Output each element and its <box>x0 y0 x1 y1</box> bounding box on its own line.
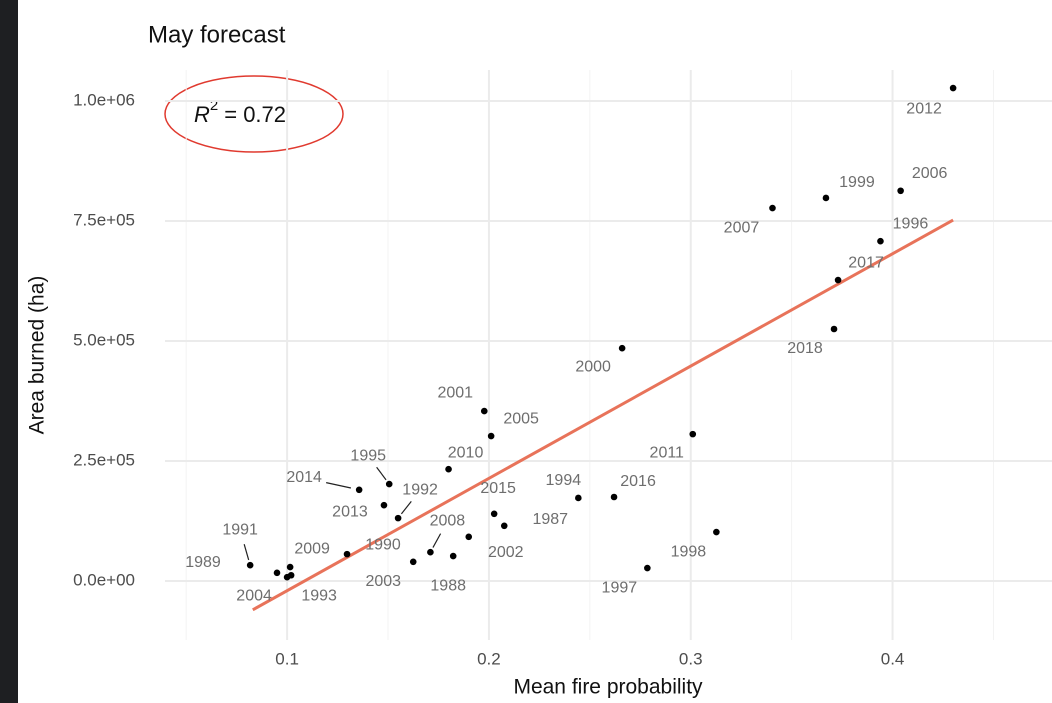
point <box>897 187 904 195</box>
point-label: 1990 <box>365 536 401 553</box>
point-label: 1999 <box>839 174 875 191</box>
point <box>343 550 351 558</box>
chart-title: May forecast <box>148 21 286 48</box>
grid <box>165 70 1052 640</box>
point <box>713 528 720 536</box>
point-label: 1993 <box>301 587 337 604</box>
y-tick-label: 0.0e+00 <box>73 570 135 589</box>
point <box>769 204 776 212</box>
point-label: 2002 <box>488 544 524 561</box>
point <box>834 276 842 284</box>
point-label: 2017 <box>848 254 884 271</box>
point <box>409 558 417 566</box>
point-label: 2000 <box>575 358 611 375</box>
point-label: 2008 <box>430 512 466 529</box>
y-axis-label: Area burned (ha) <box>26 276 49 435</box>
point-label: 1992 <box>402 481 438 498</box>
leader-line <box>400 500 412 515</box>
point <box>246 561 254 569</box>
y-tick-label: 7.5e+05 <box>73 210 135 229</box>
point-label: 2004 <box>236 587 272 604</box>
x-tick-label: 0.3 <box>679 649 703 668</box>
point <box>618 344 626 352</box>
leader-line <box>376 466 387 481</box>
point <box>394 514 402 522</box>
panel <box>18 0 1052 703</box>
leader-line <box>432 533 442 548</box>
point-label: 2016 <box>620 473 656 490</box>
point-label: 2010 <box>448 444 484 461</box>
point-label: 2001 <box>437 384 473 401</box>
point-label: 2011 <box>650 444 685 461</box>
y-tick-label: 5.0e+05 <box>73 330 135 349</box>
point <box>822 194 830 202</box>
point-label: 2006 <box>912 165 948 182</box>
annotation-exponent: 2 <box>210 97 218 114</box>
point <box>445 465 452 473</box>
point <box>480 407 488 415</box>
point <box>877 237 884 245</box>
point <box>644 564 651 572</box>
x-tick-label: 0.4 <box>881 649 905 668</box>
point <box>427 548 434 556</box>
point-label: 1989 <box>185 554 221 571</box>
point <box>380 501 388 509</box>
y-tick-label: 1.0e+06 <box>73 90 135 109</box>
point <box>490 510 498 518</box>
point-label: 1996 <box>893 215 929 232</box>
y-tick-label: 2.5e+05 <box>73 450 135 469</box>
point <box>610 493 618 501</box>
point-label: 1995 <box>350 447 386 464</box>
point <box>449 552 457 560</box>
point <box>830 325 838 333</box>
point-label: 2003 <box>365 573 401 590</box>
x-tick-label: 0.1 <box>275 649 299 668</box>
leader-line <box>243 544 250 561</box>
point-label: 1991 <box>222 521 258 538</box>
point <box>385 480 393 488</box>
annotation-text: = 0.72 <box>224 102 286 127</box>
point-label: 2013 <box>332 503 368 520</box>
point-label: 1994 <box>546 472 582 489</box>
point <box>287 571 295 579</box>
point-label: 2009 <box>294 540 330 557</box>
point-label: 2012 <box>906 100 942 117</box>
point <box>500 522 508 530</box>
point-label: 2018 <box>787 340 823 357</box>
point <box>273 569 281 577</box>
annotation: R2 = 0.72 <box>194 97 286 127</box>
point-label: 2005 <box>503 410 539 427</box>
point-label: 1997 <box>602 579 638 596</box>
point-label: 2015 <box>480 480 516 497</box>
point <box>286 563 294 571</box>
point-label: 1988 <box>430 577 466 594</box>
leader-line <box>326 482 352 489</box>
point <box>487 432 495 440</box>
point-label: 2007 <box>724 219 760 236</box>
point-label: 1987 <box>532 511 568 528</box>
point <box>949 84 957 92</box>
point-label: 1998 <box>671 543 707 560</box>
annotation-ellipse <box>164 75 344 153</box>
point <box>689 430 697 438</box>
point <box>575 494 582 502</box>
annotation-symbol: R <box>194 102 210 127</box>
point-label: 2014 <box>286 469 322 486</box>
fit-line <box>252 218 954 612</box>
x-axis-label: Mean fire probability <box>513 676 703 699</box>
point <box>465 533 473 541</box>
x-tick-label: 0.2 <box>477 649 501 668</box>
point <box>355 486 363 494</box>
